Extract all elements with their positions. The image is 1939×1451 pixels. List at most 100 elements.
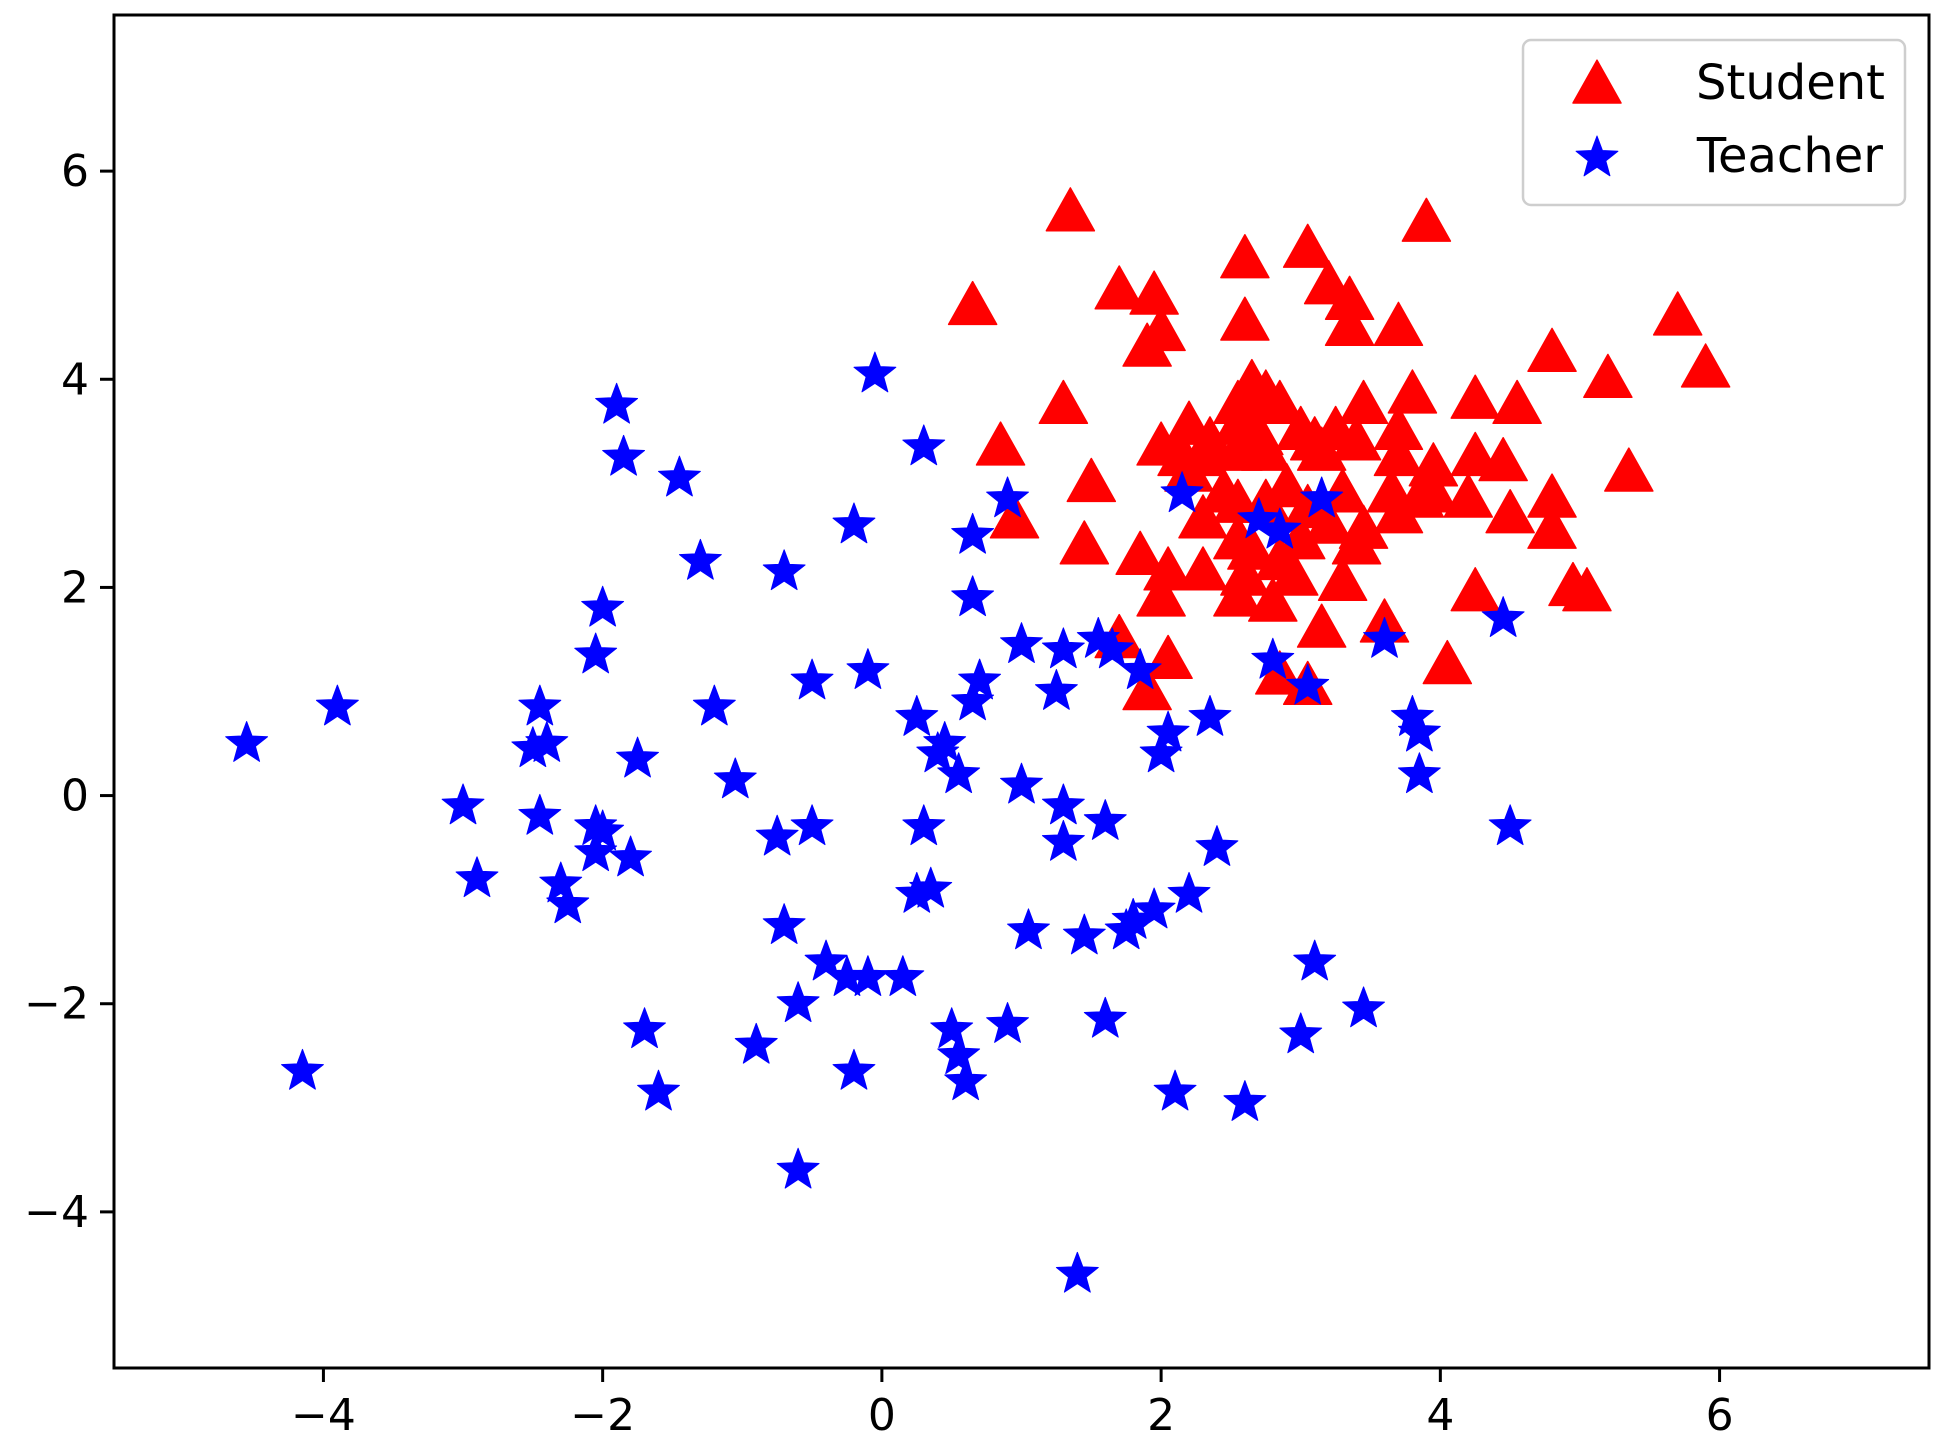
y-tick-label: −4 [24, 1187, 89, 1238]
teacher-point [1488, 804, 1532, 846]
student-point [989, 494, 1040, 539]
legend-label-teacher: Teacher [1696, 128, 1883, 184]
teacher-point [986, 1002, 1029, 1043]
teacher-point [225, 721, 269, 762]
teacher-point [1041, 783, 1085, 825]
teacher-point [637, 1069, 680, 1111]
teacher-point [616, 736, 659, 778]
teacher-point [895, 695, 939, 736]
student-point [1373, 489, 1424, 534]
y-tick-label: 4 [61, 354, 89, 405]
student-point [1045, 187, 1096, 232]
teacher-point [881, 955, 925, 997]
x-axis: −4 −2 0 2 4 6 [291, 1368, 1734, 1441]
student-point [1324, 301, 1375, 346]
teacher-point [1083, 799, 1127, 840]
teacher-point [609, 835, 652, 877]
teacher-point [1139, 731, 1183, 773]
student-point [1059, 520, 1110, 565]
legend-marker-teacher [1575, 135, 1619, 177]
student-point [1269, 551, 1319, 596]
student-point [1220, 296, 1270, 341]
teacher-point [930, 1007, 974, 1049]
teacher-point [1188, 695, 1232, 736]
teacher-point [1000, 622, 1043, 663]
teacher-point [1090, 627, 1134, 669]
student-point [1248, 577, 1298, 622]
teacher-point [692, 684, 736, 726]
student-point [1296, 426, 1347, 471]
student-point [1094, 265, 1144, 310]
teacher-point [951, 679, 995, 721]
teacher-point [1279, 1012, 1323, 1054]
student-point [1282, 223, 1333, 268]
teacher-point [1041, 819, 1085, 861]
teacher-point [713, 757, 757, 799]
teacher-point [1397, 752, 1441, 794]
student-point [1652, 291, 1703, 336]
teacher-point [902, 804, 946, 846]
legend-triangle [1572, 59, 1622, 104]
teacher-point [1104, 908, 1148, 950]
student-point [975, 421, 1026, 466]
teacher-point [762, 903, 806, 944]
teacher-point [1083, 996, 1127, 1038]
x-tick-label: 6 [1706, 1390, 1734, 1441]
student-point [1408, 468, 1459, 513]
student-point [1303, 499, 1354, 544]
y-tick-label: 6 [61, 146, 89, 197]
teacher-point [846, 648, 890, 689]
teacher-point [1251, 637, 1295, 679]
teacher-point [916, 731, 960, 773]
student-point [1527, 504, 1577, 549]
teacher-point [1055, 1251, 1099, 1293]
legend-star [1575, 135, 1619, 177]
student-point [1178, 546, 1228, 591]
student-point [1478, 436, 1528, 482]
teacher-point [944, 1059, 988, 1101]
legend: Student Teacher [1521, 38, 1907, 207]
x-tick-label: 0 [868, 1390, 896, 1441]
teacher-point [986, 476, 1029, 518]
student-point [1604, 447, 1654, 492]
teacher-point [1293, 939, 1337, 981]
y-tick-label: 2 [61, 562, 89, 613]
teacher-point [1132, 887, 1176, 929]
teacher-point [574, 830, 618, 872]
teacher-point [1342, 986, 1385, 1028]
teacher-point [937, 752, 981, 794]
teacher-point [790, 804, 834, 846]
student-point [1296, 603, 1347, 648]
student-point [1527, 327, 1577, 372]
legend-frame [1521, 38, 1907, 207]
teacher-point [1160, 471, 1204, 513]
teacher-point [678, 538, 722, 580]
student-point [1066, 457, 1117, 503]
x-tick-label: 2 [1147, 1390, 1175, 1441]
teacher-point [441, 783, 485, 825]
student-point [1115, 530, 1165, 575]
teacher-point [1062, 913, 1106, 955]
teacher-point [1167, 871, 1211, 913]
teacher-point [581, 809, 625, 851]
teacher-point [902, 424, 946, 466]
teacher-point [951, 512, 995, 554]
student-point [1136, 572, 1186, 617]
teacher-point [1195, 825, 1239, 866]
student-point [1255, 379, 1305, 425]
teacher-point [1397, 710, 1441, 752]
student-point [1178, 494, 1228, 539]
teacher-point [755, 814, 799, 856]
teacher-point [518, 684, 562, 726]
teacher-point [1237, 497, 1281, 539]
student-point [1331, 520, 1382, 565]
student-point [1038, 379, 1089, 425]
student-point [1331, 416, 1382, 461]
teacher-point [1146, 710, 1190, 752]
teacher-point [790, 658, 834, 700]
student-point [1317, 556, 1368, 601]
legend-label-student: Student [1696, 55, 1885, 111]
student-point [1213, 572, 1263, 617]
teacher-point [776, 981, 820, 1023]
